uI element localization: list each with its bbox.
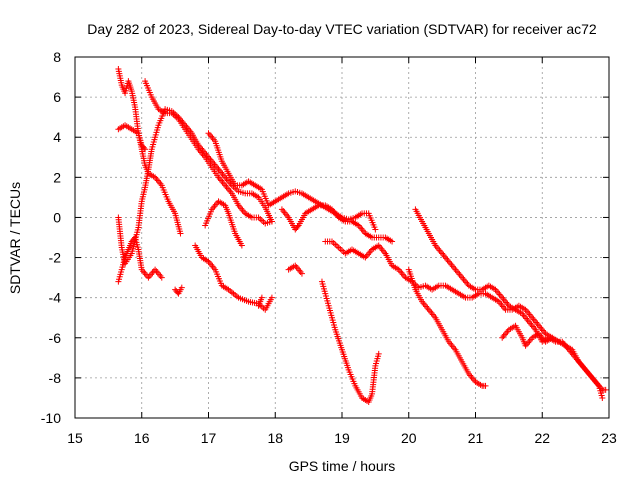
y-tick-label: -8 — [49, 370, 62, 386]
data-point — [482, 382, 489, 389]
x-tick-label: 17 — [201, 430, 217, 446]
y-axis-label: SDTVAR / TECUs — [7, 182, 23, 294]
data-point — [177, 230, 184, 237]
x-tick-label: 22 — [534, 430, 550, 446]
data-point — [599, 394, 606, 401]
x-tick-labels: 15 16 17 18 19 20 21 22 23 — [67, 430, 617, 446]
y-tick-label: 8 — [53, 49, 61, 65]
x-axis-label: GPS time / hours — [289, 458, 396, 474]
y-tick-label: -2 — [49, 250, 62, 266]
data-point — [549, 334, 556, 341]
data-point — [268, 294, 275, 301]
x-tick-label: 16 — [134, 430, 150, 446]
y-tick-labels: -10 -8 -6 -4 -2 0 2 4 6 8 — [41, 49, 61, 426]
x-tick-label: 18 — [267, 430, 283, 446]
data-point — [255, 302, 262, 309]
data-point — [602, 386, 609, 393]
y-tick-label: 2 — [53, 169, 61, 185]
x-tick-label: 15 — [67, 430, 83, 446]
x-tick-label: 23 — [601, 430, 617, 446]
y-tick-label: 4 — [53, 129, 61, 145]
data-point — [268, 218, 275, 225]
y-tick-label: -4 — [49, 290, 62, 306]
data-point — [158, 274, 165, 281]
data-points — [115, 66, 609, 405]
x-tick-label: 19 — [334, 430, 350, 446]
x-tick-label: 21 — [468, 430, 484, 446]
data-point — [298, 270, 305, 277]
y-tick-label: 0 — [53, 209, 61, 225]
data-point — [372, 226, 379, 233]
chart-title: Day 282 of 2023, Sidereal Day-to-day VTE… — [87, 21, 597, 37]
data-point — [375, 350, 382, 357]
y-tick-label: -10 — [41, 410, 61, 426]
data-point — [294, 223, 301, 230]
data-point — [178, 284, 185, 291]
grid — [75, 57, 609, 418]
y-tick-label: -6 — [49, 330, 62, 346]
axis-ticks — [74, 56, 610, 419]
y-tick-label: 6 — [53, 89, 61, 105]
data-point — [238, 242, 245, 249]
x-tick-label: 20 — [401, 430, 417, 446]
data-point — [389, 238, 396, 245]
